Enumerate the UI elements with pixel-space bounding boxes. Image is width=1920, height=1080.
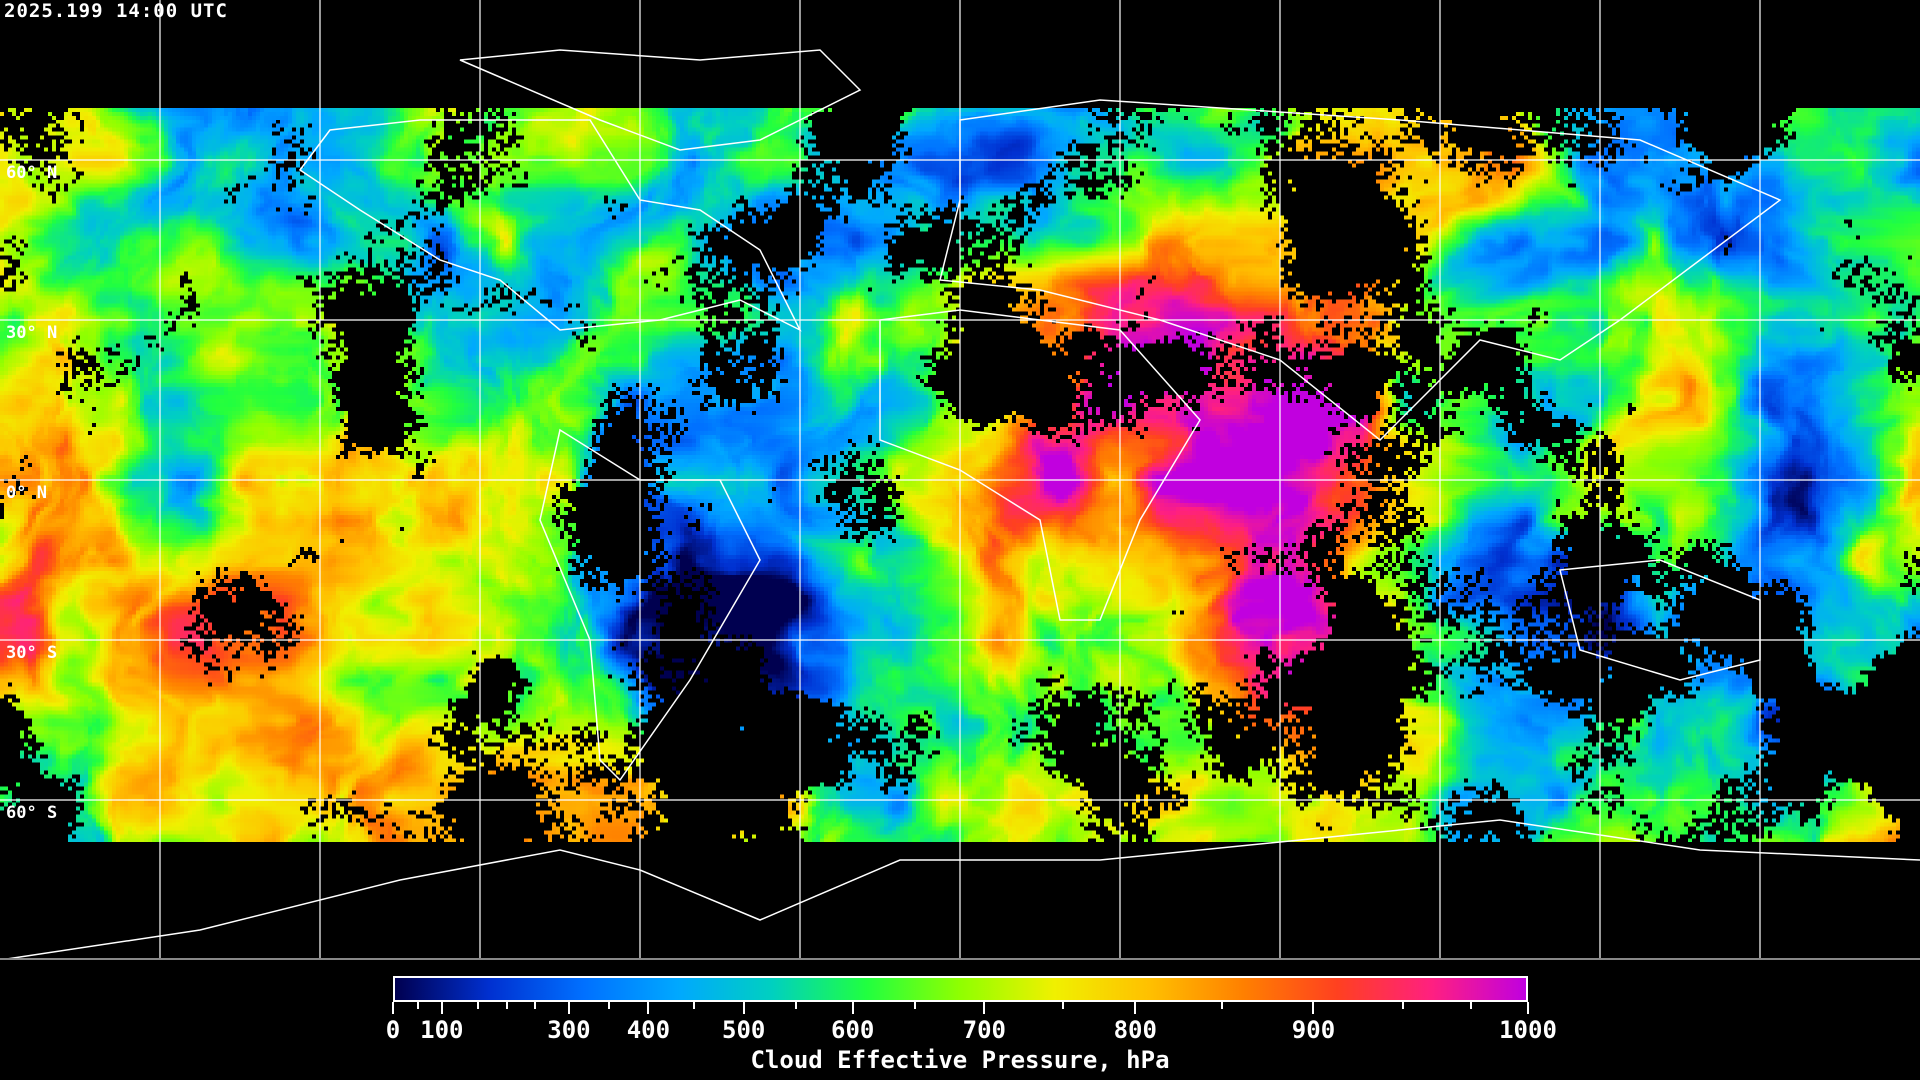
coastline bbox=[8, 819, 1920, 958]
colorbar-major-tick bbox=[647, 1002, 650, 1014]
colorbar-major-tick bbox=[851, 1002, 854, 1014]
colorbar-tick-label: 100 bbox=[420, 1016, 464, 1044]
colorbar-major-tick bbox=[1312, 1002, 1315, 1014]
colorbar-minor-tick bbox=[914, 1002, 917, 1009]
cloud-pressure-map bbox=[0, 0, 1920, 958]
lat-label-30n: 30° N bbox=[6, 323, 58, 343]
colorbar-minor-tick bbox=[477, 1002, 480, 1009]
colorbar-tick-label: 500 bbox=[722, 1016, 766, 1044]
colorbar-tick-label: 300 bbox=[547, 1016, 591, 1044]
colorbar-major-tick bbox=[1134, 1002, 1137, 1014]
lat-label-0: 0° N bbox=[6, 483, 47, 503]
colorbar-minor-tick bbox=[794, 1002, 797, 1009]
colorbar-tick-label: 1000 bbox=[1499, 1016, 1557, 1044]
colorbar-major-tick bbox=[983, 1002, 986, 1014]
colorbar-minor-tick bbox=[1061, 1002, 1064, 1009]
coastline bbox=[298, 119, 802, 332]
coastline bbox=[459, 49, 862, 151]
coastline bbox=[939, 99, 1782, 442]
colorbar-tick-label: 600 bbox=[830, 1016, 875, 1044]
lat-label-60s: 60° S bbox=[6, 803, 58, 823]
colorbar-minor-tick bbox=[1470, 1002, 1473, 1009]
colorbar bbox=[393, 976, 1528, 1002]
colorbar-ticks: 0 100 300 400 500 600 700 800 900 1000 bbox=[386, 1002, 1557, 1062]
colorbar-minor-tick bbox=[533, 1002, 536, 1009]
colorbar-minor-tick bbox=[1402, 1002, 1405, 1009]
colorbar-minor-tick bbox=[505, 1002, 508, 1009]
timestamp-label: 2025.199 14:00 UTC bbox=[4, 0, 228, 22]
coastline bbox=[539, 428, 761, 782]
lat-label-60n: 60° N bbox=[6, 163, 58, 183]
colorbar-tick-label: 900 bbox=[1291, 1016, 1336, 1044]
colorbar-major-tick bbox=[567, 1002, 570, 1014]
lat-label-30s: 30° S bbox=[6, 643, 58, 663]
colorbar-minor-tick bbox=[1220, 1002, 1223, 1009]
colorbar-major-tick bbox=[742, 1002, 745, 1014]
divider bbox=[0, 958, 1920, 960]
colorbar-minor-tick bbox=[607, 1002, 610, 1009]
colorbar-tick-label: 400 bbox=[626, 1016, 671, 1044]
colorbar-minor-tick bbox=[692, 1002, 695, 1009]
colorbar-tick-label: 0 bbox=[385, 1016, 401, 1044]
colorbar-major-tick bbox=[1527, 1002, 1529, 1014]
coastline bbox=[1559, 559, 1761, 681]
colorbar-title: Cloud Effective Pressure, hPa bbox=[750, 1046, 1170, 1074]
coastline bbox=[879, 309, 1201, 621]
colorbar-major-tick bbox=[392, 1002, 394, 1014]
colorbar-tick-label: 800 bbox=[1113, 1016, 1157, 1044]
colorbar-minor-tick bbox=[416, 1002, 419, 1009]
grid-and-coastlines bbox=[0, 0, 1920, 958]
colorbar-tick-label: 700 bbox=[962, 1016, 1007, 1044]
colorbar-major-tick bbox=[440, 1002, 443, 1014]
